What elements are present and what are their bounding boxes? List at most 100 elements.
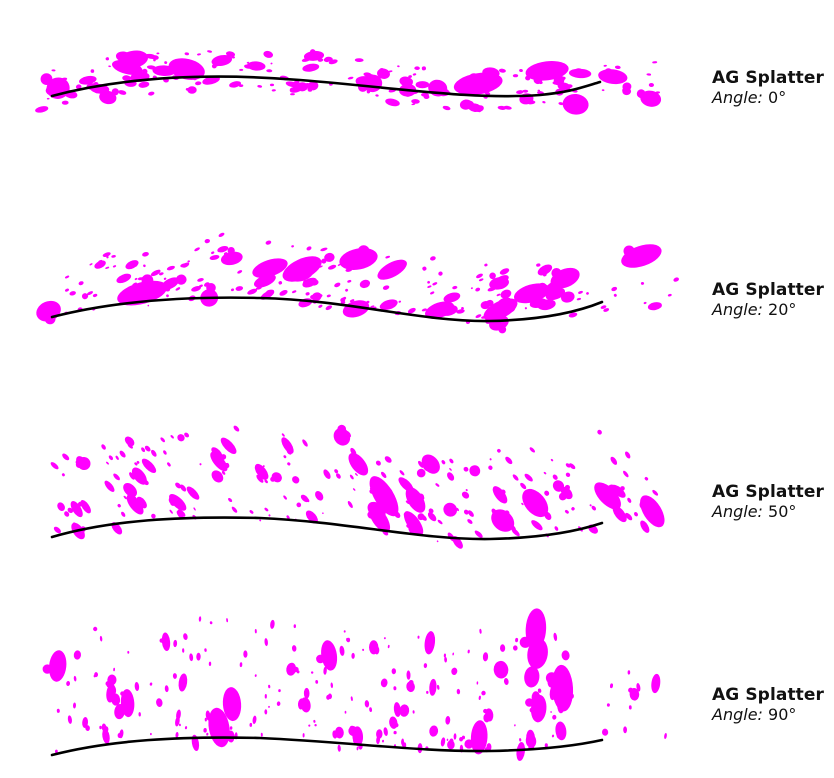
splatter-blobs — [36, 232, 679, 334]
splatter-blob — [51, 69, 56, 72]
splatter-blob — [268, 684, 271, 689]
splatter-blob — [544, 743, 548, 748]
splatter-blob — [53, 526, 61, 534]
splatter-blob — [522, 89, 529, 93]
splatter-blob — [209, 621, 213, 625]
splatter-blob — [491, 81, 499, 87]
splatter-blob — [50, 462, 59, 470]
splatter-blob — [138, 81, 150, 88]
splatter-blob — [86, 291, 94, 296]
splatter-blob — [44, 313, 56, 325]
splatter-blob — [366, 90, 371, 94]
splatter-blob — [385, 509, 389, 513]
splatter-blob — [562, 93, 589, 115]
splatter-blob — [197, 278, 204, 282]
splatter-blob — [106, 461, 109, 465]
splatter-blob — [620, 486, 625, 491]
splatter-blob — [416, 468, 426, 478]
splatter-blob — [530, 694, 547, 723]
splatter-blob — [621, 244, 662, 268]
splatter-blob — [175, 732, 179, 738]
splatter-blob — [119, 729, 124, 739]
splatter-blob — [323, 469, 331, 479]
splatter-blob — [571, 507, 575, 511]
splatter-blob — [73, 650, 82, 660]
splatter-blob — [403, 511, 424, 536]
splatter-blob — [493, 660, 509, 679]
splatter-blob — [451, 667, 458, 675]
splatter-blob — [163, 277, 167, 280]
splatter-blob — [369, 487, 372, 491]
splatter-blob — [123, 483, 138, 497]
splatter-blob — [456, 309, 465, 314]
splatter-blob — [246, 61, 250, 64]
splatter-blob — [138, 712, 141, 717]
splatter-blob — [323, 666, 327, 675]
splatter-blob — [264, 507, 269, 512]
splatter-blob — [223, 728, 227, 734]
splatter-blob — [218, 232, 225, 238]
splatter-blob — [443, 292, 461, 303]
splatter-blob — [552, 81, 560, 85]
splatter-blob — [207, 50, 213, 53]
splatter-blob — [127, 650, 130, 654]
splatter-blob — [314, 723, 317, 727]
splatter-blob — [520, 482, 527, 490]
splatter-blob — [67, 507, 74, 514]
splatter-blob — [541, 292, 546, 295]
splatter-blob — [61, 473, 65, 477]
splatter-blob — [89, 263, 93, 266]
brush-stroke-canvas — [42, 608, 667, 761]
splatter-blob — [447, 472, 455, 481]
splatter-blob — [176, 709, 181, 721]
splatter-blob — [151, 55, 159, 60]
splatter-blob — [397, 65, 400, 68]
splatter-blob — [151, 513, 156, 519]
splatter-blob — [601, 89, 605, 92]
splatter-blob — [627, 497, 632, 503]
splatter-blob — [147, 304, 150, 307]
splatter-blob — [435, 483, 440, 487]
splatter-blob — [113, 667, 116, 672]
splatter-blob — [604, 68, 613, 77]
splatter-blob — [161, 285, 169, 290]
splatter-panel-4: AG Splatter Angle: 90° — [0, 570, 834, 778]
brush-stroke-canvas — [50, 424, 665, 549]
splatter-blob — [290, 93, 295, 96]
splatter-blob — [463, 466, 469, 472]
splatter-blob — [130, 496, 137, 502]
splatter-blob — [79, 75, 97, 85]
splatter-blob — [492, 486, 508, 504]
splatter-blob — [412, 73, 417, 76]
splatter-blob — [182, 262, 190, 268]
splatter-blob — [405, 79, 413, 84]
splatter-blob — [578, 290, 583, 294]
splatter-blob — [244, 64, 252, 69]
splatter-blob — [121, 511, 126, 517]
splatter-blob — [123, 495, 127, 500]
splatter-blob — [531, 520, 543, 531]
splatter-blob — [259, 519, 262, 522]
splatter-blob — [427, 285, 432, 288]
splatter-blob — [543, 471, 547, 475]
splatter-blob — [503, 678, 509, 685]
splatter-blob — [463, 509, 469, 515]
splatter-blob — [465, 489, 468, 492]
splatter-blob — [552, 480, 565, 492]
splatter-blob — [558, 102, 564, 106]
splatter-blob — [445, 716, 451, 725]
splatter-blob — [348, 452, 369, 476]
splatter-blob — [569, 463, 576, 470]
splatter-blob — [264, 709, 268, 715]
splatter-blob — [66, 681, 71, 686]
splatter-blob — [530, 99, 534, 103]
splatter-blob — [552, 474, 558, 480]
splatter-blob — [411, 99, 420, 104]
splatter-blob — [197, 53, 201, 56]
splatter-blob — [311, 671, 314, 674]
splatter-blob — [254, 629, 257, 634]
splatter-blob — [482, 652, 489, 662]
splatter-blob — [625, 512, 633, 521]
splatter-blob — [230, 288, 235, 292]
splatter-blob — [148, 91, 155, 96]
